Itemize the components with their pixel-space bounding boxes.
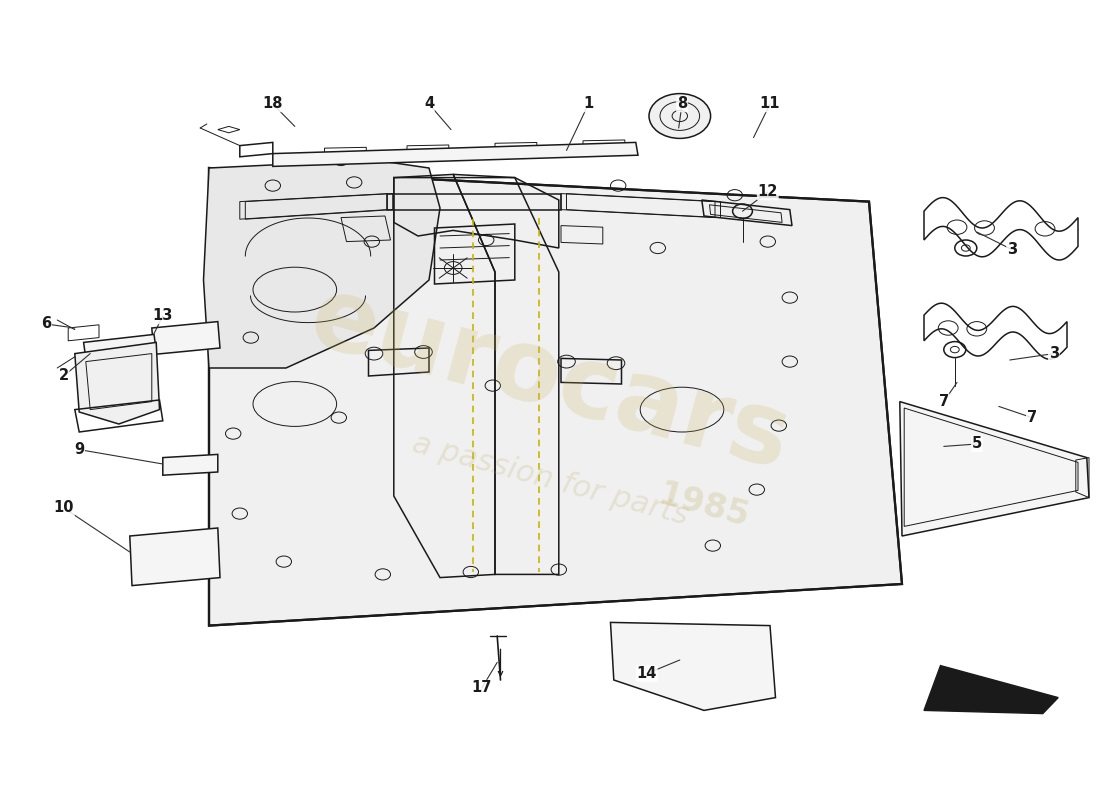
Text: 7: 7	[1026, 410, 1037, 425]
Polygon shape	[75, 342, 160, 424]
Polygon shape	[130, 528, 220, 586]
Text: 5: 5	[971, 437, 982, 451]
Text: a passion for parts: a passion for parts	[409, 429, 691, 531]
Text: 3: 3	[1006, 242, 1018, 257]
Text: eurocars: eurocars	[299, 270, 801, 490]
Text: 1985: 1985	[654, 478, 754, 534]
Text: 1: 1	[583, 97, 594, 111]
Polygon shape	[163, 454, 218, 475]
Polygon shape	[152, 322, 220, 354]
Text: 6: 6	[41, 317, 52, 331]
Text: 12: 12	[758, 185, 778, 199]
Text: 7: 7	[938, 394, 949, 409]
Text: 18: 18	[263, 97, 283, 111]
Text: 8: 8	[676, 97, 688, 111]
Text: 14: 14	[637, 666, 657, 681]
Text: 10: 10	[54, 501, 74, 515]
Text: 2: 2	[58, 369, 69, 383]
Polygon shape	[204, 160, 440, 368]
Text: 9: 9	[74, 442, 85, 457]
Polygon shape	[209, 168, 902, 626]
Text: 11: 11	[760, 97, 780, 111]
Text: 3: 3	[1048, 346, 1059, 361]
Text: 4: 4	[424, 97, 434, 111]
Text: 13: 13	[153, 309, 173, 323]
Text: 17: 17	[472, 681, 492, 695]
Polygon shape	[273, 142, 638, 166]
Circle shape	[649, 94, 711, 138]
Polygon shape	[84, 334, 156, 358]
Polygon shape	[924, 666, 1058, 714]
Polygon shape	[610, 622, 775, 710]
Polygon shape	[900, 402, 1089, 536]
